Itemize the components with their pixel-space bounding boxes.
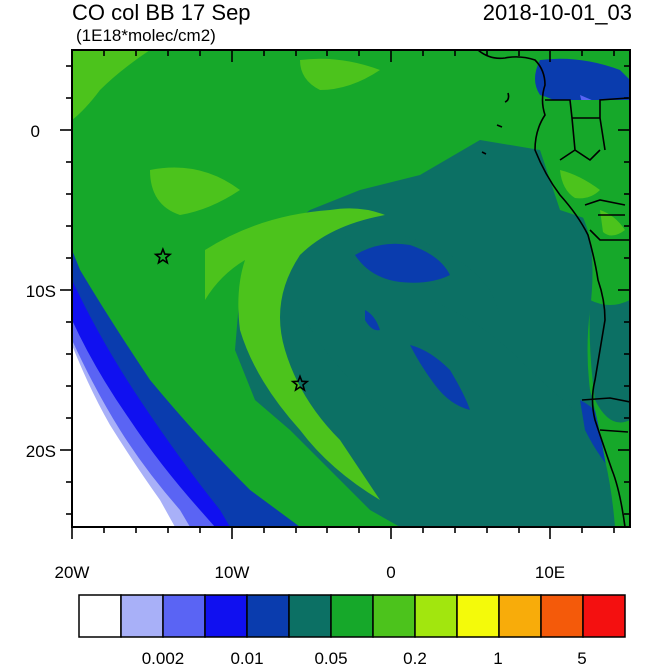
map-title: CO col BB 17 Sep — [72, 0, 251, 25]
x-tick-label: 10W — [215, 563, 250, 582]
colorbar-swatch — [540, 594, 584, 638]
x-tick-label: 20W — [55, 563, 90, 582]
colorbar-swatch — [204, 594, 248, 638]
colorbar-swatch — [246, 594, 290, 638]
colorbar-swatch — [456, 594, 500, 638]
colorbar-label: 0.01 — [230, 649, 263, 667]
markers — [153, 246, 310, 392]
colorbar-swatch — [120, 594, 164, 638]
colorbar-swatch — [78, 594, 122, 638]
y-tick-label: 20S — [26, 442, 56, 461]
colorbar-label: 0.2 — [403, 649, 427, 667]
colorbar-swatch — [288, 594, 332, 638]
co-field — [72, 50, 630, 527]
y-tick-label: 0 — [31, 122, 40, 141]
y-tick-label: 10S — [26, 282, 56, 301]
coastline — [477, 50, 630, 527]
x-tick-label: 10E — [535, 563, 565, 582]
x-tick-label: 0 — [386, 563, 395, 582]
colorbar-swatch — [414, 594, 458, 638]
colorbar-swatch — [582, 594, 626, 638]
star-marker — [153, 246, 173, 265]
units-label: (1E18*molec/cm2) — [76, 26, 216, 45]
colorbar-swatch — [372, 594, 416, 638]
timestamp-label: 2018-10-01_03 — [482, 0, 632, 25]
colorbar-swatch — [162, 594, 206, 638]
colorbar-label: 0.002 — [142, 649, 185, 667]
colorbar-swatch — [330, 594, 374, 638]
axis-ticks — [60, 50, 630, 539]
colorbar-label: 1 — [493, 649, 502, 667]
colorbar-swatch — [498, 594, 542, 638]
colorbar — [78, 594, 626, 638]
plot-frame — [71, 49, 631, 528]
star-marker — [290, 374, 310, 392]
colorbar-label: 0.05 — [314, 649, 347, 667]
colorbar-label: 5 — [577, 649, 586, 667]
